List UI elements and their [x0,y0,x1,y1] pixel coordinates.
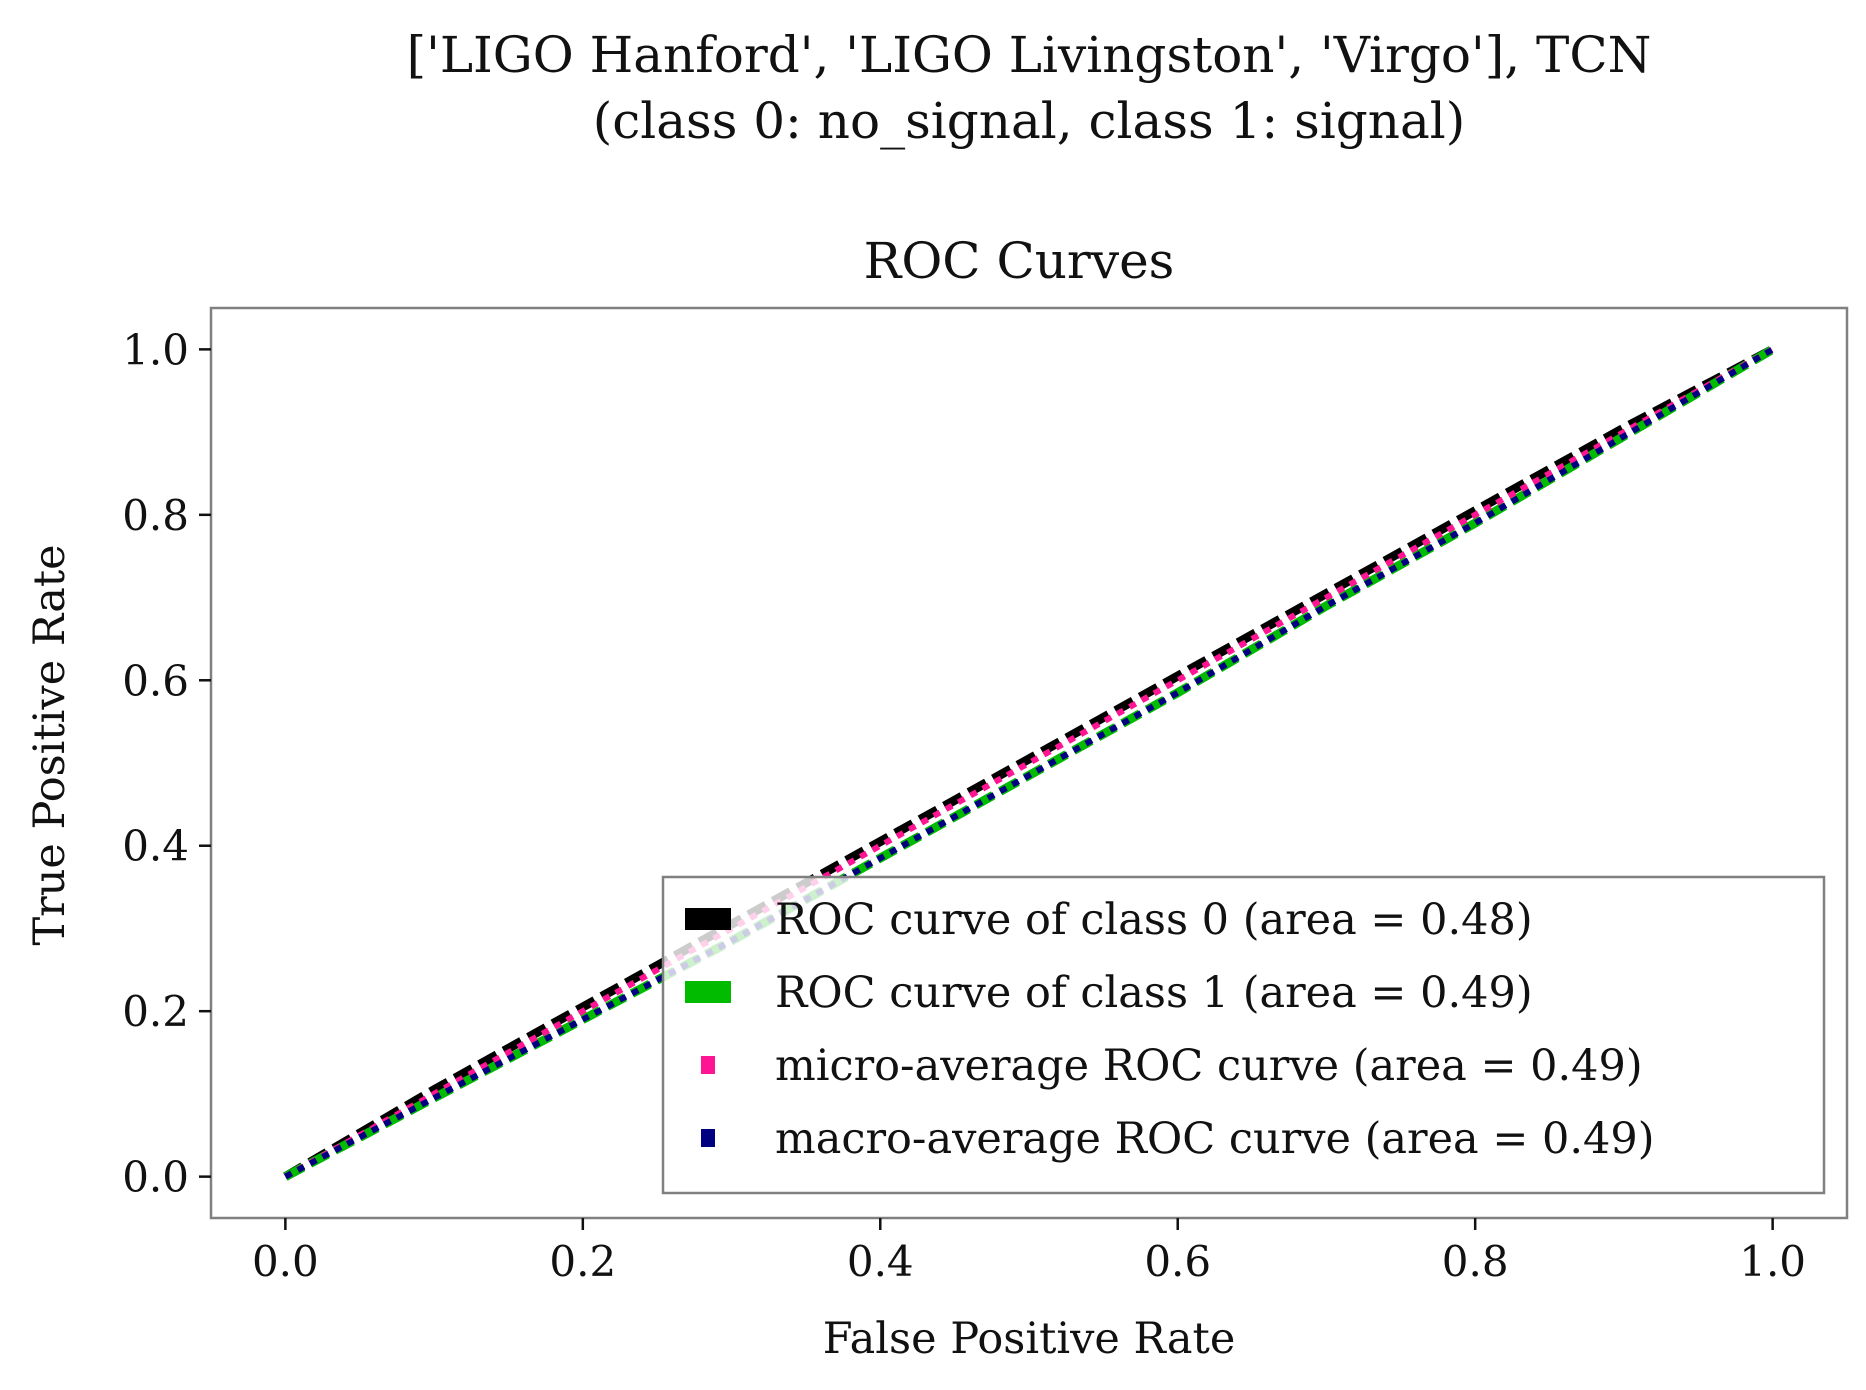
x-tick-label-1: 0.2 [549,1237,616,1286]
y-tick-label-0: 0.0 [122,1153,189,1202]
plot-area [283,345,1775,1181]
y-tick-label-3: 0.6 [122,656,189,705]
x-tick-label-0: 0.0 [252,1237,319,1286]
x-axis-label: False Positive Rate [823,1314,1236,1364]
series-line-0 [283,345,1775,1181]
legend-swatch-2 [701,1056,715,1074]
legend-swatch-1 [685,981,731,1003]
legend-label-0: ROC curve of class 0 (area = 0.48) [775,895,1533,945]
chart-title: ROC Curves [864,232,1175,290]
figure-suptitle-line1: ['LIGO Hanford', 'LIGO Livingston', 'Vir… [407,26,1652,84]
legend-box [661,875,1826,1195]
plot-frame [209,306,1849,1220]
legend-swatch-0 [685,908,731,930]
legend-label-2: micro-average ROC curve (area = 0.49) [775,1041,1643,1091]
x-tick-label-2: 0.4 [847,1237,914,1286]
figure-suptitle-line2: (class 0: no_signal, class 1: signal) [593,92,1466,150]
series-line-3 [283,346,1775,1180]
x-tick-label-5: 1.0 [1739,1237,1806,1286]
x-tick-label-4: 0.8 [1442,1237,1509,1286]
legend-label-1: ROC curve of class 1 (area = 0.49) [775,968,1533,1018]
axes: 0.0 0.2 0.4 0.6 0.8 1.0 0.0 0.2 0.4 0.6 0.8 1.0 [122,306,1849,1286]
y-tick-label-1: 0.2 [122,987,189,1036]
x-tick-label-3: 0.6 [1144,1237,1211,1286]
y-tick-label-5: 1.0 [122,325,189,374]
legend-label-3: macro-average ROC curve (area = 0.49) [775,1114,1655,1164]
y-tick-label-2: 0.4 [122,822,189,871]
legend: ROC curve of class 0 (area = 0.48) ROC cu… [661,875,1826,1195]
legend-swatch-3 [701,1129,715,1147]
y-tick-label-4: 0.8 [122,491,189,540]
series-line-2 [283,346,1775,1180]
y-axis-label: True Positive Rate [25,544,75,945]
